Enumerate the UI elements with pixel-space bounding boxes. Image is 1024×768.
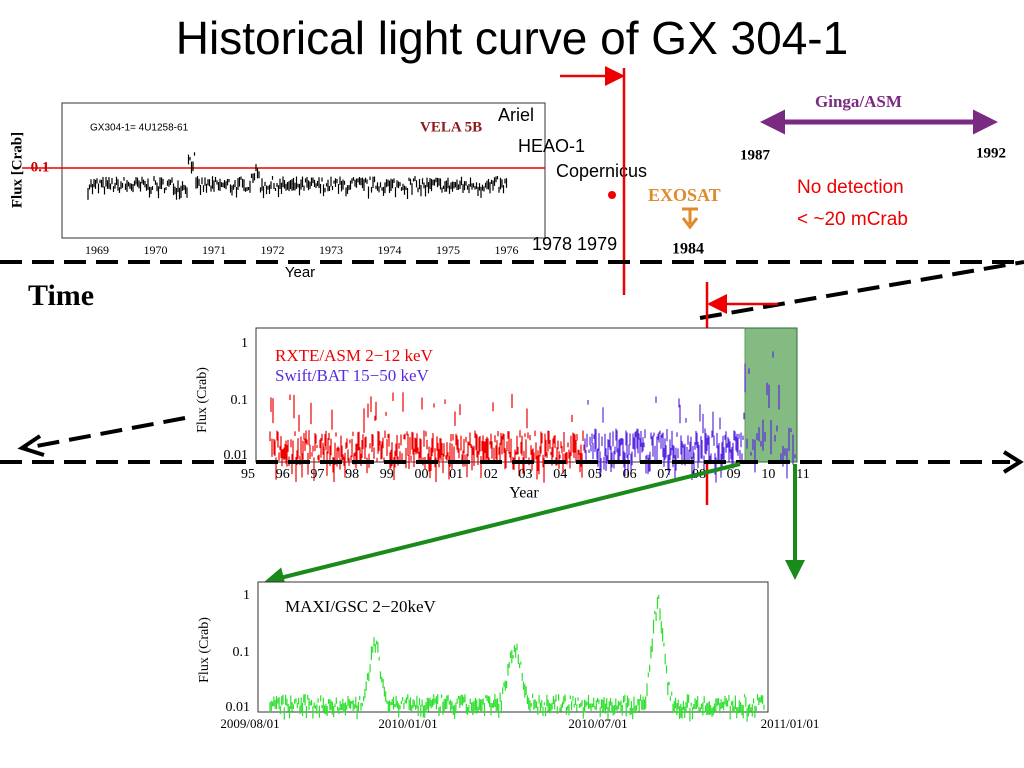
zoom-arrow [264, 462, 741, 587]
x-tick-label: 1976 [495, 243, 519, 257]
instrument-label: VELA 5B [420, 119, 482, 135]
mission-label: EXOSAT [648, 185, 721, 205]
arrow-head [17, 434, 45, 457]
x-tick-label: 07 [657, 467, 671, 482]
bottom-light-curve [269, 594, 765, 722]
x-tick-label: 1971 [202, 243, 226, 257]
detection-dot [608, 191, 616, 199]
x-tick-label: 1972 [261, 243, 285, 257]
arrow-head [1002, 450, 1024, 474]
note: < ~20 mCrab [797, 209, 908, 230]
y-tick-label: 0.1 [31, 159, 50, 175]
x-tick-label: 09 [727, 467, 741, 482]
x-tick-label: 1973 [319, 243, 343, 257]
x-tick-label: 10 [761, 467, 775, 482]
x-tick-label: 2009/08/01 [220, 716, 279, 731]
y-tick-label: 0.01 [224, 448, 249, 463]
x-tick-label: 02 [484, 467, 498, 482]
x-tick-label: 03 [519, 467, 533, 482]
y-tick-label: 0.1 [231, 393, 249, 408]
bottom-plot-frame [257, 581, 769, 713]
x-tick-label: 2010/01/01 [378, 716, 437, 731]
x-tick-label: 1974 [378, 243, 402, 257]
x-tick-label: 2011/01/01 [761, 716, 820, 731]
x-tick-label: 95 [241, 467, 255, 482]
x-tick-label: 97 [310, 467, 324, 482]
x-tick-label: 01 [449, 467, 463, 482]
exosat-arrow [681, 207, 699, 230]
y-tick-label: 1 [241, 336, 248, 351]
x-tick-label: 1970 [144, 243, 168, 257]
legend-entry: MAXI/GSC 2−20keV [285, 597, 437, 616]
x-tick-label: 1975 [436, 243, 460, 257]
mission-label: Copernicus [556, 161, 647, 181]
y-label: Flux (Crab) [195, 367, 210, 433]
y-label: Flux (Crab) [197, 617, 212, 683]
x-tick-label: 04 [553, 467, 567, 482]
mission-label: Ginga/ASM [815, 92, 902, 111]
x-tick-label: 2010/07/01 [568, 716, 627, 731]
x-tick-label: 00 [414, 467, 428, 482]
x-tick-label: 05 [588, 467, 602, 482]
x-tick-label: 11 [796, 467, 809, 482]
x-tick-label: 98 [345, 467, 359, 482]
y-tick-label: 0.01 [226, 700, 251, 715]
note: No detection [797, 177, 904, 198]
mission-year: 1987 [740, 147, 771, 163]
top-plot-frame [61, 102, 546, 239]
y-tick-label: 0.1 [233, 645, 251, 660]
mission-year: 1992 [976, 145, 1006, 161]
x-tick-label: 1969 [85, 243, 109, 257]
source-name: GX304-1= 4U1258-61 [90, 123, 189, 134]
mission-year: 1984 [672, 241, 704, 258]
x-label: Year [285, 264, 315, 281]
mission-label: Ariel [498, 105, 534, 125]
x-tick-label: 06 [623, 467, 637, 482]
time-label: Time [28, 279, 94, 312]
zoom-line [699, 260, 1024, 320]
y-label: Flux [Crab] [9, 132, 25, 208]
legend-entry: Swift/BAT 15−50 keV [275, 366, 430, 385]
zoom-line [25, 416, 186, 450]
x-label: Year [509, 485, 539, 502]
x-tick-label: 96 [276, 467, 290, 482]
x-tick-label: 99 [380, 467, 394, 482]
mission-label: HEAO-1 [518, 136, 585, 156]
title: Historical light curve of GX 304-1 [176, 12, 848, 64]
top-light-curve [87, 152, 508, 200]
middle-light-curve [269, 351, 796, 483]
legend-entry: RXTE/ASM 2−12 keV [275, 346, 434, 365]
mission-years: 1978 1979 [532, 234, 617, 254]
y-tick-label: 1 [243, 588, 250, 603]
